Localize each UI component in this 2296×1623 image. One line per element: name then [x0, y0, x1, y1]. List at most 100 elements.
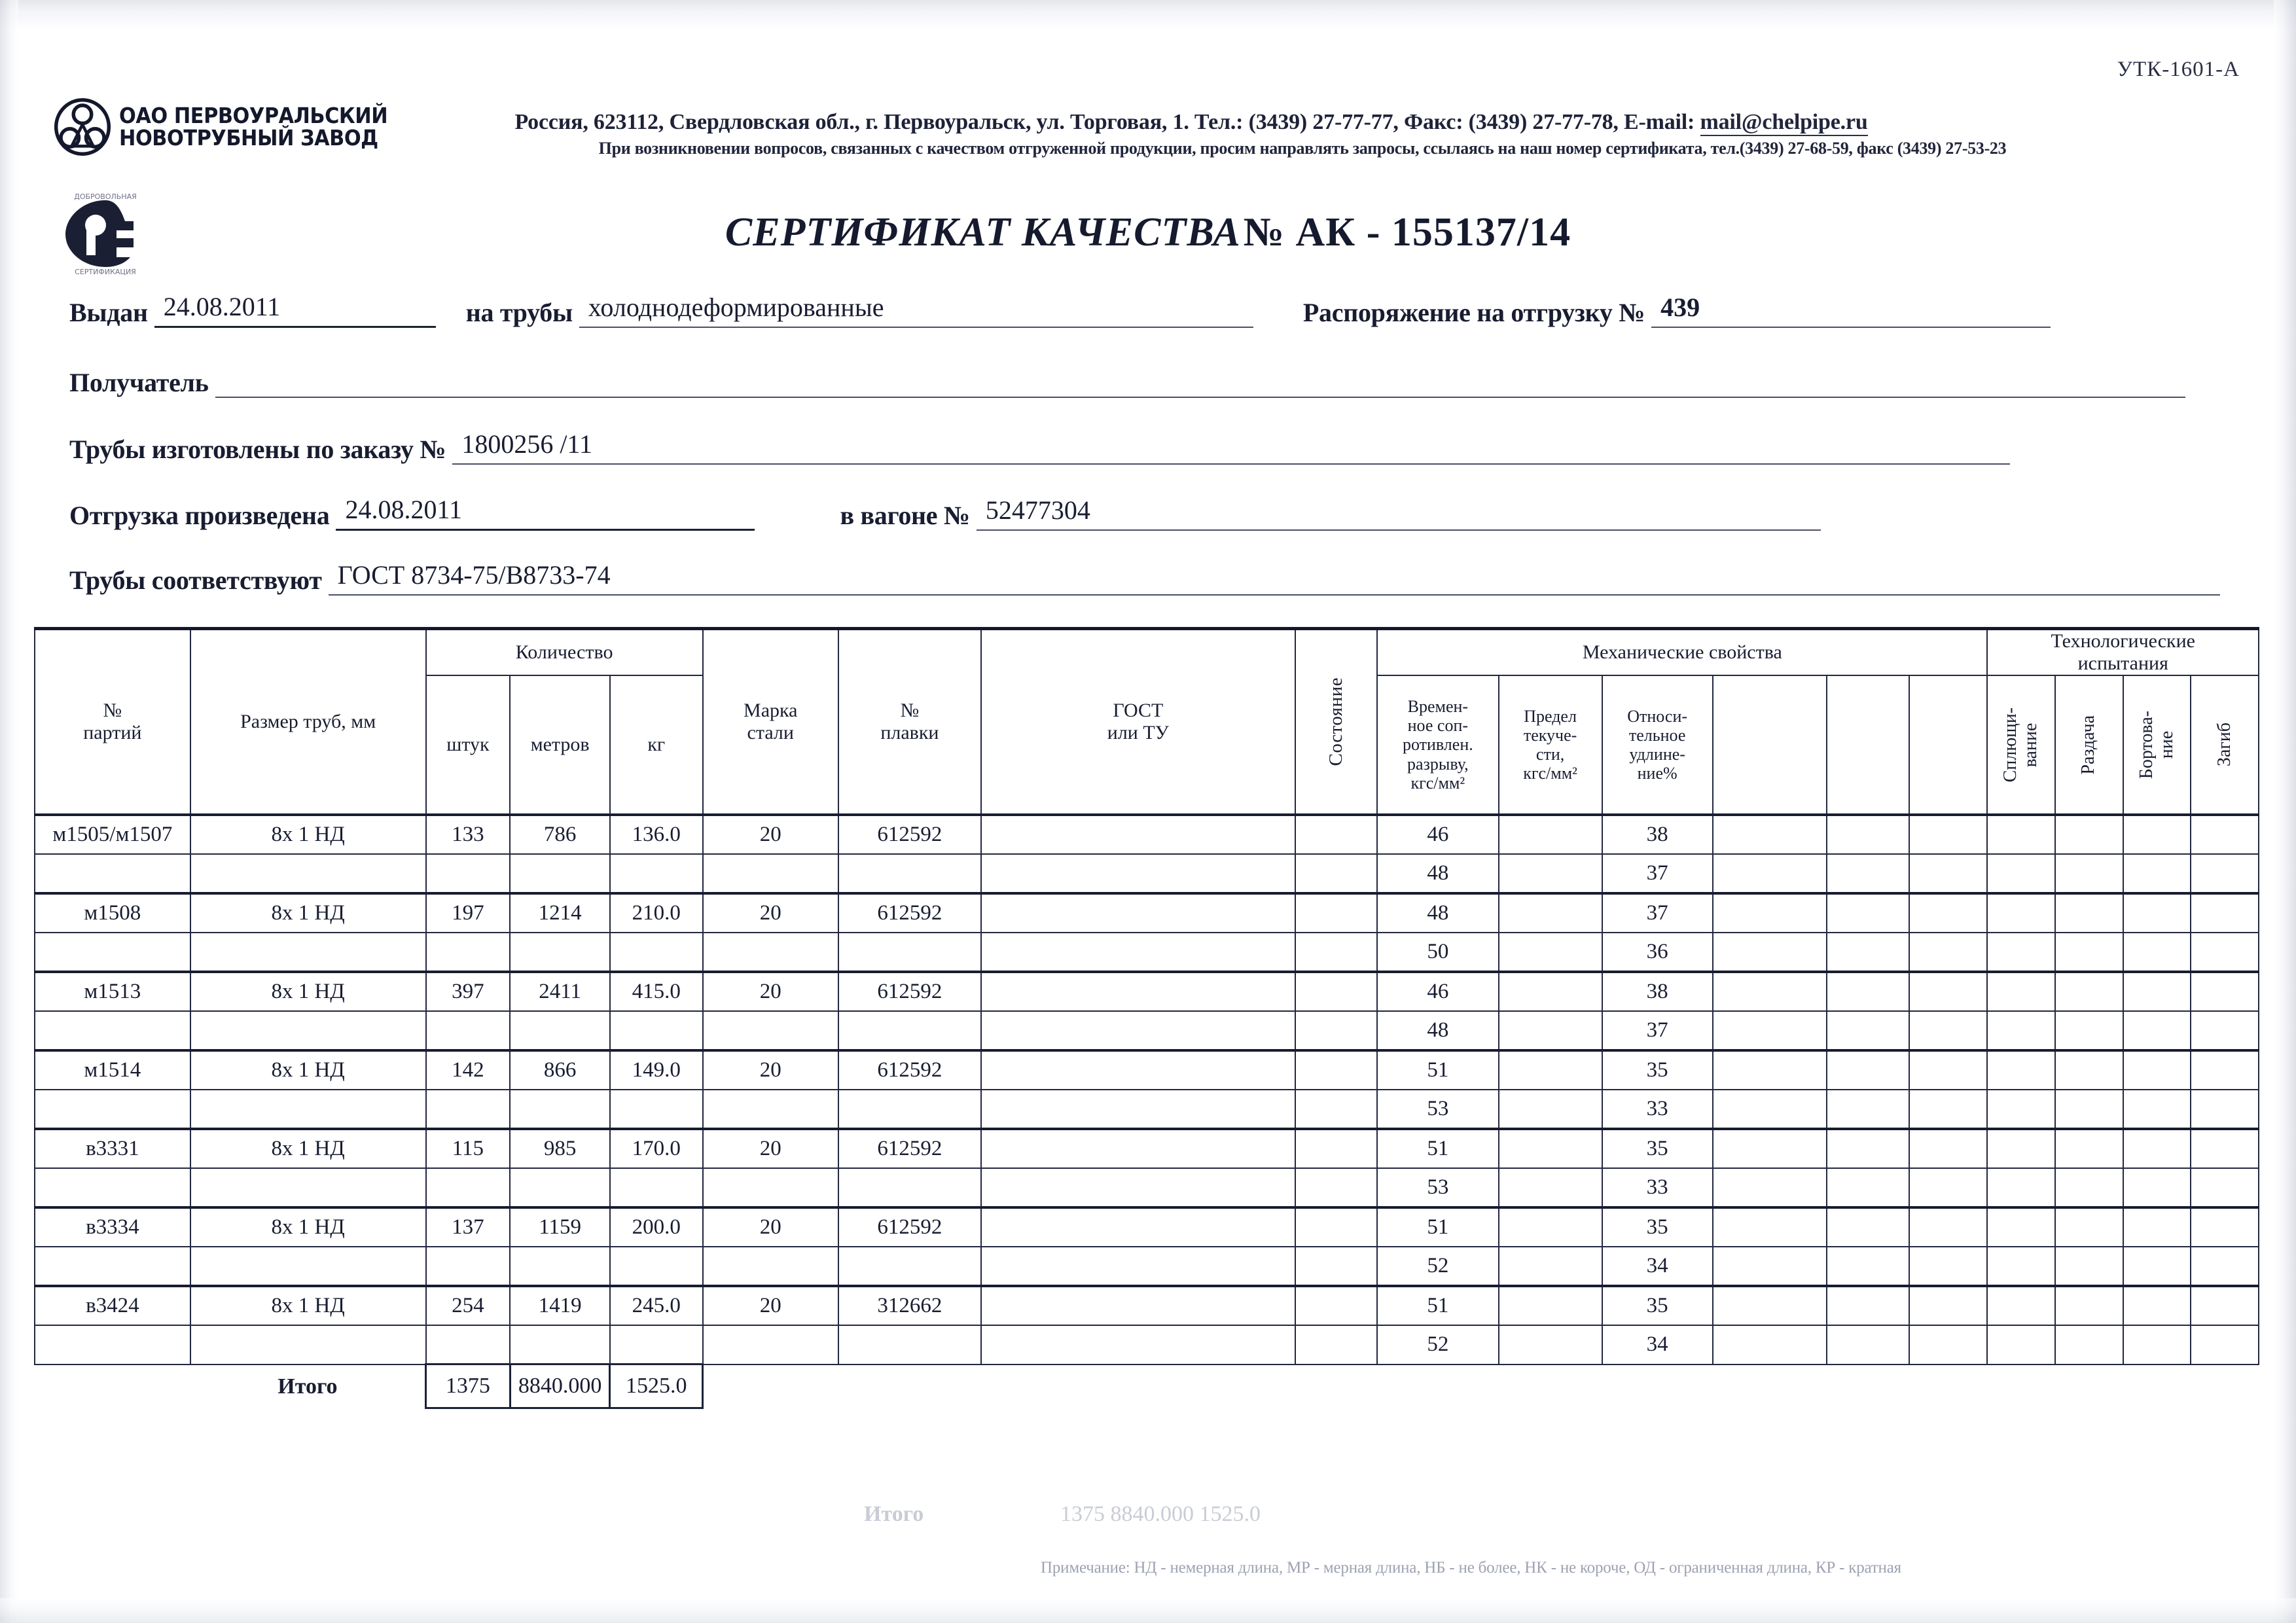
cell-extra-6: [2190, 813, 2259, 855]
cell-extra-2: [1908, 1285, 1988, 1326]
cell-extra-6: [2190, 1168, 2259, 1208]
th-quantity-group: Количество: [425, 627, 704, 676]
email-link[interactable]: mail@chelpipe.ru: [1700, 110, 1868, 136]
cell-grade: [702, 932, 839, 972]
cell-pieces: [425, 1089, 511, 1130]
cell-pieces: 142: [425, 1049, 511, 1090]
wagon-field[interactable]: 52477304: [976, 495, 1821, 531]
total-pieces: 1375: [425, 1363, 511, 1409]
cell-extra-5: [2122, 932, 2192, 972]
field-row-order: Трубы изготовлены по заказу № 1800256 /1…: [69, 429, 2011, 465]
cell-pieces: 137: [425, 1206, 511, 1247]
cell-extra-1: [1826, 1128, 1910, 1169]
footer-note: Примечание: НД - немерная длина, МР - ме…: [1041, 1559, 1901, 1577]
cell-heat: [837, 1010, 982, 1051]
th-bend: Загиб: [2190, 675, 2259, 815]
cell-extra-4: [2054, 1128, 2124, 1169]
cell-size: 8х 1 НД: [189, 1285, 427, 1326]
total-blank-1: [35, 1364, 190, 1408]
order-ship-field[interactable]: 439: [1651, 293, 2051, 328]
cell-extra-4: [2054, 932, 2124, 972]
pipes-field[interactable]: холоднодеформированные: [579, 293, 1253, 328]
cell-condition: [1294, 1128, 1378, 1169]
cell-kg: [609, 1089, 704, 1130]
ghost-total-numbers-artifact: 1375 8840.000 1525.0: [1060, 1502, 1261, 1526]
th-mech-blank-3: [1908, 675, 1988, 815]
cell-extra-6: [2190, 1010, 2259, 1051]
th-expansion: Раздача: [2054, 675, 2124, 815]
cell-meters: 866: [509, 1049, 611, 1090]
cell-heat: [837, 1325, 982, 1365]
cell-extra-3: [1986, 892, 2056, 933]
address-note: При возникновении вопросов, связанных с …: [598, 139, 2007, 158]
cell-extra-0: [1712, 1246, 1828, 1287]
shipment-field[interactable]: 24.08.2011: [336, 495, 755, 531]
cell-heat: [837, 1168, 982, 1208]
cell-yield: [1498, 1206, 1603, 1247]
cell-extra-0: [1712, 932, 1828, 972]
cell-extra-1: [1826, 1325, 1910, 1365]
cell-size: 8х 1 НД: [189, 1049, 427, 1090]
total-blank-15: [2191, 1364, 2259, 1408]
cell-gost: [980, 1089, 1296, 1130]
cell-meters: [509, 1325, 611, 1365]
cell-size: 8х 1 НД: [189, 813, 427, 855]
cell-extra-4: [2054, 1089, 2124, 1130]
cell-extra-2: [1908, 892, 1988, 933]
cell-meters: 1419: [509, 1285, 611, 1326]
cell-condition: [1294, 892, 1378, 933]
cell-condition: [1294, 853, 1378, 894]
th-qty-pieces: штук: [425, 675, 511, 815]
title-text: СЕРТИФИКАТ КАЧЕСТВА: [725, 210, 1241, 255]
th-tech-group-l1: Технологические: [2051, 630, 2195, 652]
cell-meters: 1159: [509, 1206, 611, 1247]
certificate-table: № партий Размер труб, мм Количество Марк…: [34, 627, 2259, 1409]
order-ship-value: 439: [1660, 293, 1700, 322]
cell-extra-5: [2122, 1206, 2192, 1247]
cell-extra-2: [1908, 1010, 1988, 1051]
conform-field[interactable]: ГОСТ 8734-75/В8733-74: [328, 560, 2220, 596]
cell-extra-4: [2054, 1285, 2124, 1326]
cell-extra-2: [1908, 813, 1988, 855]
table-row: 48 37: [34, 1010, 2259, 1051]
issued-field[interactable]: 24.08.2011: [154, 292, 436, 328]
cell-party: м1513: [34, 971, 191, 1012]
cell-yield: [1498, 853, 1603, 894]
total-blank-5: [1295, 1364, 1377, 1408]
cell-extra-5: [2122, 1128, 2192, 1169]
made-by-order-field[interactable]: 1800256 /11: [452, 429, 2011, 465]
th-gost-l1: ГОСТ: [1113, 700, 1164, 721]
cell-extra-2: [1908, 932, 1988, 972]
cell-gost: [980, 932, 1296, 972]
cell-extra-2: [1908, 1089, 1988, 1130]
cell-extra-5: [2122, 1049, 2192, 1090]
cell-pieces: [425, 1010, 511, 1051]
cell-extra-2: [1908, 1206, 1988, 1247]
cell-pieces: 397: [425, 971, 511, 1012]
recipient-field[interactable]: [215, 366, 2185, 398]
th-tensile: Времен- ное соп- ротивлен. разрыву, кгс/…: [1376, 675, 1499, 815]
table-row: 48 37: [34, 853, 2259, 894]
cell-gost: [980, 853, 1296, 894]
cell-elong: 34: [1601, 1325, 1713, 1365]
cell-extra-6: [2190, 892, 2259, 933]
cell-extra-0: [1712, 971, 1828, 1012]
cell-extra-0: [1712, 1285, 1828, 1326]
th-flanging-label: Бортова- ние: [2136, 710, 2177, 779]
cell-meters: 786: [509, 813, 611, 855]
scan-edge-right: [2274, 0, 2296, 1623]
cell-tensile: 48: [1376, 1010, 1499, 1051]
total-blank-2: [703, 1364, 838, 1408]
cell-extra-2: [1908, 971, 1988, 1012]
cell-extra-1: [1826, 1246, 1910, 1287]
cell-tensile: 51: [1376, 1285, 1499, 1326]
th-expansion-label: Раздача: [2078, 715, 2099, 775]
cell-extra-5: [2122, 971, 2192, 1012]
cell-heat: 612592: [837, 1206, 982, 1247]
cell-elong: 33: [1601, 1089, 1713, 1130]
cell-gost: [980, 1325, 1296, 1365]
cell-kg: 210.0: [609, 892, 704, 933]
cell-extra-6: [2190, 853, 2259, 894]
total-blank-9: [1713, 1364, 1827, 1408]
